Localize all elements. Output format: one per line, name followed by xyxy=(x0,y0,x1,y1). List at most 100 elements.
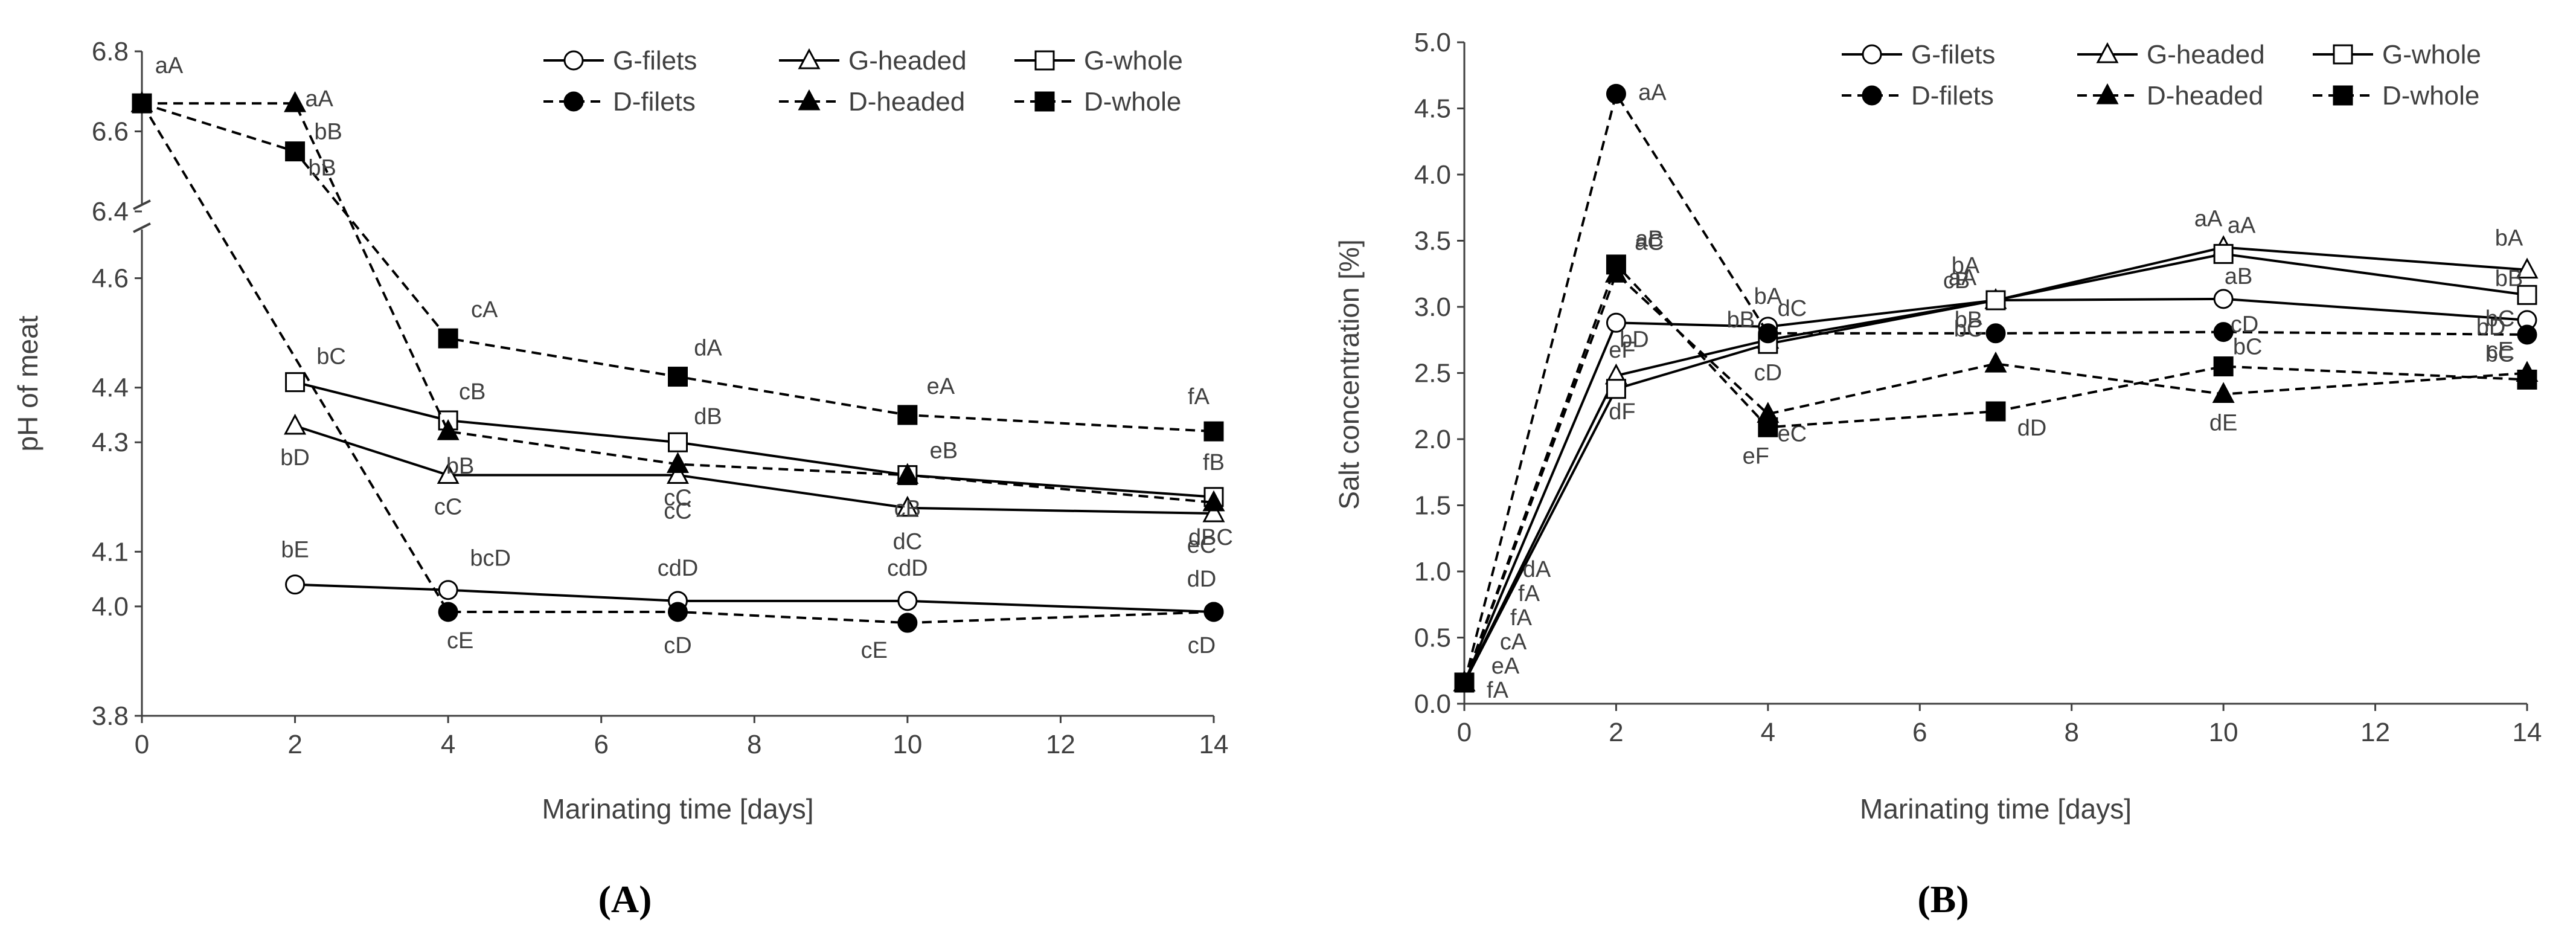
a-point-d-headed xyxy=(437,419,460,440)
b-point-d-filets xyxy=(2517,324,2537,345)
a-x-tick-label: 10 xyxy=(892,730,922,759)
b-point-d-filets xyxy=(1985,323,2006,344)
b-y-tick-label: 3.5 xyxy=(1414,227,1451,256)
a-point-d-headed xyxy=(896,463,919,484)
b-legend-label-g-headed: G-headed xyxy=(2147,40,2265,69)
b-point-g-whole xyxy=(2213,243,2234,264)
b-legend-marker-g-headed xyxy=(2096,42,2119,63)
a-data-label-d-whole: dA xyxy=(694,336,722,361)
a-point-g-whole xyxy=(668,432,688,452)
b-line-d-filets xyxy=(1463,91,2528,683)
a-data-label-d-filets: cD xyxy=(1188,633,1216,658)
b-line-d-headed xyxy=(1463,271,2528,683)
a-point-g-filets xyxy=(285,574,306,595)
b-data-label-g-whole: bB xyxy=(2495,266,2523,291)
a-y-tick-label: 4.3 xyxy=(92,428,129,457)
b-legend-label-d-headed: D-headed xyxy=(2147,81,2263,111)
b-point-d-headed xyxy=(1984,351,2007,373)
a-point-g-headed xyxy=(667,463,689,484)
b-origin-label: fA xyxy=(1518,581,1540,606)
b-point-g-filets xyxy=(1606,312,1626,333)
a-point-d-headed xyxy=(667,452,689,473)
b-data-label-g-whole: aA xyxy=(2228,213,2256,238)
b-line-d-whole xyxy=(1463,262,2528,683)
b-data-label-d-headed: aC xyxy=(1635,230,1664,255)
b-data-label-d-filets: bB xyxy=(1955,307,1982,333)
a-data-label-g-headed: eC xyxy=(1187,533,1217,558)
b-point-d-filets xyxy=(2213,322,2234,343)
b-y-tick-label: 4.5 xyxy=(1414,94,1451,124)
b-x-tick-label: 6 xyxy=(1912,718,1927,747)
a-point-d-whole xyxy=(285,141,306,162)
b-point-d-whole xyxy=(2213,356,2234,377)
a-data-label-g-filets: bcD xyxy=(470,546,511,571)
a-y-tick-label: 4.1 xyxy=(92,537,129,567)
a-data-label-d-whole: fA xyxy=(1188,384,1210,410)
a-point-g-whole xyxy=(285,372,306,393)
b-data-label-g-headed: bA xyxy=(1952,253,1980,278)
a-point-g-headed xyxy=(437,463,460,484)
b-line-g-filets xyxy=(1463,297,2528,683)
b-data-label-g-filets: aB xyxy=(2225,264,2252,289)
b-point-g-whole xyxy=(1606,379,1626,399)
a-legend-marker-g-whole xyxy=(1034,50,1055,71)
b-data-label-d-whole: eF xyxy=(1743,443,1769,469)
b-origin-label: cA xyxy=(1500,629,1527,655)
b-point-g-whole xyxy=(1985,290,2006,310)
b-y-axis-label: Salt concentration [%] xyxy=(1333,239,1365,509)
b-data-label-d-whole: aB xyxy=(1635,227,1663,252)
a-data-label-d-filets: cD xyxy=(664,633,691,658)
a-data-label-d-whole: aA xyxy=(155,53,184,79)
a-series-d-whole: aA bB cA dA eA fA xyxy=(132,53,1224,442)
a-legend-marker-d-headed xyxy=(798,89,821,111)
b-legend-marker-g-filets xyxy=(1862,44,1882,65)
b-x-tick-label: 2 xyxy=(1609,718,1623,747)
a-data-label-g-whole: cB xyxy=(459,379,485,405)
a-data-label-extra: bB xyxy=(308,156,336,181)
a-legend-marker-g-headed xyxy=(798,48,821,69)
a-legend-marker-d-filets xyxy=(563,91,584,112)
a-point-d-headed xyxy=(1202,490,1225,512)
b-x-tick-label: 0 xyxy=(1457,718,1472,747)
b-origin-label: eA xyxy=(1491,654,1520,679)
a-data-label-d-whole: cA xyxy=(471,297,498,323)
b-legend-item-d-filets: D-filets xyxy=(1842,81,1994,111)
a-data-label-g-headed: cC xyxy=(664,499,691,524)
a-point-d-filets xyxy=(897,613,918,633)
b-data-label-d-headed: cE xyxy=(2487,338,2513,364)
a-legend-label-d-filets: D-filets xyxy=(613,87,696,117)
b-y-tick-label: 0.0 xyxy=(1414,689,1451,719)
b-data-label-d-filets: cD xyxy=(2231,312,2258,338)
a-legend-label-d-headed: D-headed xyxy=(848,87,965,117)
a-legend-label-g-filets: G-filets xyxy=(613,46,697,76)
a-legend-item-d-filets: D-filets xyxy=(543,87,696,117)
a-data-label-g-whole: dB xyxy=(694,404,722,429)
a-x-tick-label: 4 xyxy=(441,730,455,759)
a-point-d-filets xyxy=(1203,602,1224,622)
b-y-tick-label: 0.5 xyxy=(1414,623,1451,653)
b-point-d-whole xyxy=(1985,401,2006,422)
b-x-tick-label: 10 xyxy=(2209,718,2238,747)
a-series-g-filets: bE bcD cdD cdD dD xyxy=(281,538,1224,622)
b-y-tick-label: 2.0 xyxy=(1414,425,1451,454)
a-y-tick-label: 4.4 xyxy=(92,373,129,403)
b-data-label-d-whole: dD xyxy=(2017,416,2047,441)
a-x-tick-label: 0 xyxy=(135,730,149,759)
a-x-tick-label: 8 xyxy=(747,730,761,759)
b-legend-item-d-headed: D-headed xyxy=(2077,81,2263,111)
a-point-g-filets xyxy=(897,591,918,611)
b-legend-marker-g-whole xyxy=(2333,44,2353,65)
a-y-tick-label: 6.6 xyxy=(92,117,129,147)
b-data-label-d-filets: bB xyxy=(1727,307,1755,333)
b-series-d-filets: aA bB bB cD bD xyxy=(1454,80,2537,693)
a-legend-marker-d-whole xyxy=(1034,91,1055,112)
b-legend-item-d-whole: D-whole xyxy=(2313,81,2479,111)
a-data-label-d-headed: cB xyxy=(894,497,921,522)
b-origin-label: fA xyxy=(1510,605,1533,631)
a-data-label-g-whole: bC xyxy=(316,344,346,370)
a-point-d-filets xyxy=(668,602,688,622)
